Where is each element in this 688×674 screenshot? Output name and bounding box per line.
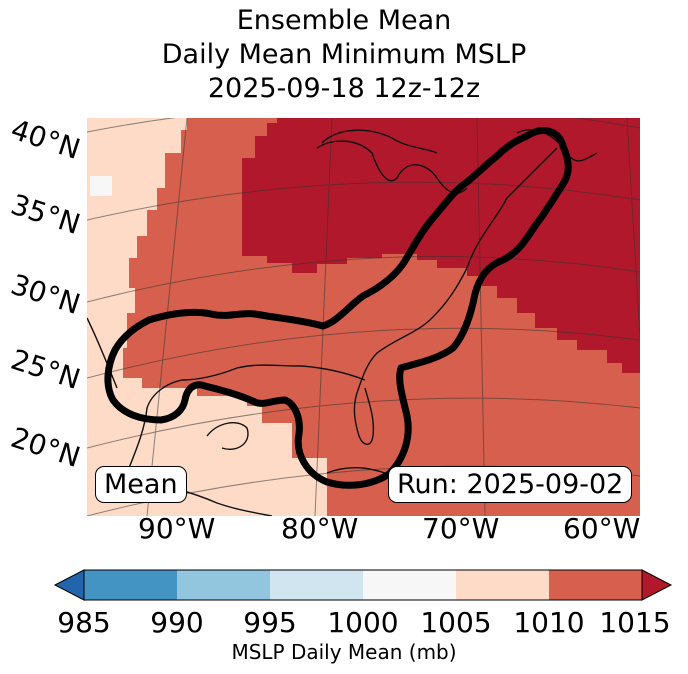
colorbar-tick-1010: 1010 <box>513 606 585 639</box>
lon-label-90w: 90°W <box>138 512 216 545</box>
colorbar-bin-985-990 <box>84 570 177 600</box>
colorbar-tick-1000: 1000 <box>327 606 399 639</box>
title-line-1: Ensemble Mean <box>236 5 452 36</box>
colorbar-tick-990: 990 <box>150 606 204 639</box>
lon-label-70w: 70°W <box>422 512 500 545</box>
outlined-region <box>104 127 572 489</box>
colorbar-bin-990-995 <box>177 570 270 600</box>
meridian-80w <box>314 118 333 516</box>
mean-label-box: Mean <box>95 466 187 503</box>
colorbar-tick-1015: 1015 <box>599 606 671 639</box>
lat-label-30n: 30°N <box>6 267 85 322</box>
colorbar-bin-1005-1010 <box>456 570 549 600</box>
colorbar-bin-1010-1015 <box>549 570 642 600</box>
title-line-3: 2025-09-18 12z-12z <box>207 73 481 104</box>
lat-label-40n: 40°N <box>6 112 85 167</box>
lat-label-35n: 35°N <box>6 187 85 242</box>
parallel-20n <box>87 397 640 449</box>
title-line-2: Daily Mean Minimum MSLP <box>161 39 527 70</box>
band-1000-1005-patch <box>90 176 112 196</box>
lat-label-20n: 20°N <box>6 420 85 475</box>
colorbar-tick-1005: 1005 <box>420 606 492 639</box>
band-gt-1015 <box>242 118 640 373</box>
yucatan-coast <box>206 422 249 450</box>
gulf-coast <box>128 364 366 469</box>
lat-label-25n: 25°N <box>6 342 85 397</box>
map-panel <box>87 118 640 516</box>
lon-label-60w: 60°W <box>563 512 641 545</box>
mexico-west-coast <box>87 317 118 389</box>
lake-superior-coast <box>321 129 438 154</box>
colorbar-bin-995-1000 <box>270 570 363 600</box>
meridian-70w <box>476 118 486 516</box>
parallel-40n <box>87 118 640 133</box>
great-lakes-coast <box>316 140 468 194</box>
parallel-35n <box>87 181 640 221</box>
chart-title: Ensemble Mean Daily Mean Minimum MSLP 20… <box>0 4 688 106</box>
colorbar-extend-low <box>53 569 85 601</box>
parallel-25n <box>87 327 640 379</box>
lon-label-80w: 80°W <box>281 512 359 545</box>
east-coast <box>356 147 558 394</box>
colorbar-extend-high <box>641 569 673 601</box>
colorbar-label: MSLP Daily Mean (mb) <box>231 640 457 664</box>
colorbar-frame <box>83 569 643 601</box>
colorbar-tick-985: 985 <box>57 606 111 639</box>
colorbar-tick-995: 995 <box>243 606 297 639</box>
run-date-label-box: Run: 2025-09-02 <box>388 466 633 503</box>
colorbar-bin-1000-1005 <box>363 570 456 600</box>
florida-coast <box>353 387 375 445</box>
meridian-60w <box>626 118 640 339</box>
parallel-30n <box>87 256 640 303</box>
map-canvas <box>87 118 640 516</box>
